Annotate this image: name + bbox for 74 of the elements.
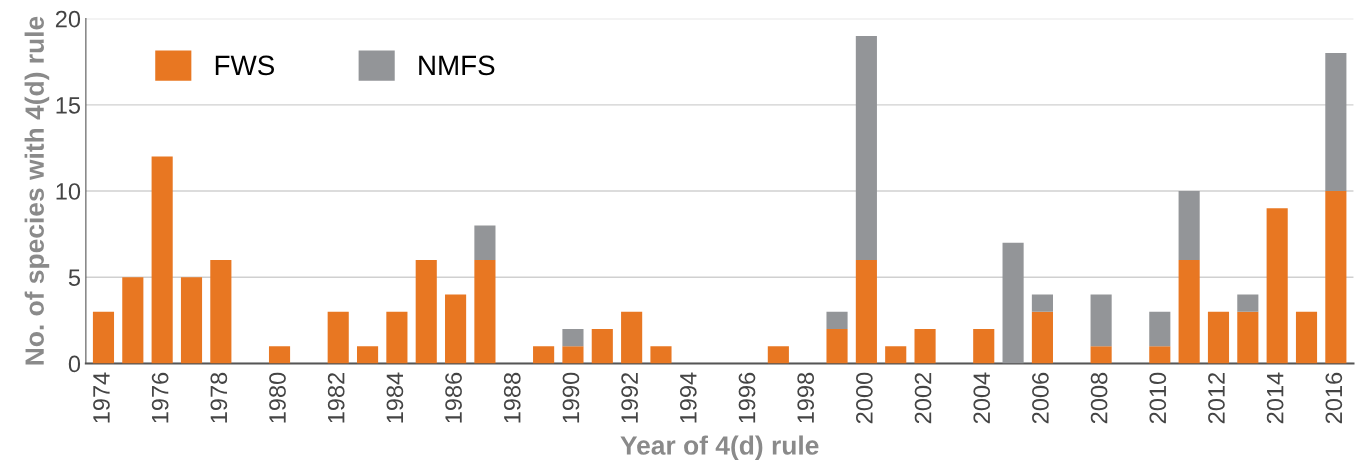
bar (1002, 242, 1024, 364)
bar (650, 346, 672, 364)
bar (210, 260, 232, 364)
x-tick-label: 1996 (738, 372, 756, 423)
bar (1237, 294, 1259, 312)
bar (562, 346, 584, 364)
x-tick-label: 1980 (269, 372, 286, 423)
bar (826, 311, 848, 329)
bar (268, 346, 291, 364)
y-tick-label: 15 (56, 97, 81, 114)
bar (1090, 294, 1112, 347)
y-tick-label: 10 (56, 183, 81, 200)
legend-label: FWS (215, 55, 275, 76)
bar (415, 260, 437, 364)
x-tick-label: 1986 (445, 372, 462, 423)
bar (151, 156, 173, 364)
x-axis-title: Year of 4(d) rule (620, 435, 819, 461)
bar (1325, 53, 1347, 192)
x-tick-label: 1974 (93, 372, 110, 423)
x-tick-label: 2014 (1266, 372, 1284, 424)
bar (885, 346, 907, 364)
x-tick-label: 2016 (1325, 372, 1343, 424)
x-tick-label: 2010 (1149, 372, 1167, 424)
bar (855, 35, 877, 261)
bar (1266, 208, 1288, 364)
bar (1295, 311, 1318, 364)
bar (1149, 311, 1171, 347)
bar (973, 329, 995, 364)
y-tick-label: 20 (55, 10, 81, 28)
x-tick-label: 2000 (855, 372, 873, 424)
bar (1090, 346, 1112, 364)
bar (327, 311, 349, 364)
x-tick-label: 1998 (797, 372, 815, 423)
bar (1178, 191, 1200, 261)
x-tick-label: 1982 (327, 372, 345, 423)
y-axis-title: No. of species with 4(d) rule (24, 16, 50, 365)
bar (474, 260, 496, 364)
bar (1207, 311, 1230, 364)
bar (1178, 260, 1200, 364)
y-tick-label: 0 (68, 355, 81, 373)
bar (445, 294, 467, 364)
x-tick-label: 2012 (1208, 372, 1225, 424)
x-tick-label: 2002 (914, 372, 932, 424)
x-tick-label: 1984 (386, 372, 404, 423)
bar (621, 311, 643, 364)
x-tick-label: 1992 (621, 372, 638, 423)
x-tick-label: 2008 (1090, 372, 1108, 424)
bar (180, 277, 203, 364)
bar (1237, 311, 1259, 364)
bar (1031, 311, 1053, 364)
bar (92, 311, 115, 364)
bar (1031, 294, 1053, 312)
bar (122, 277, 144, 364)
bar (914, 329, 936, 364)
bar (767, 346, 789, 364)
x-tick-label: 1978 (210, 372, 228, 423)
bar (591, 329, 613, 364)
x-tick-label: 2006 (1032, 372, 1049, 424)
bar (1149, 346, 1171, 364)
bar (1325, 191, 1347, 364)
bar (474, 225, 496, 261)
x-tick-label: 1988 (503, 372, 521, 423)
y-tick-label: 5 (68, 269, 81, 287)
x-tick-label: 2004 (973, 372, 991, 424)
bar (562, 329, 584, 347)
bar (826, 329, 848, 364)
x-tick-label: 1994 (679, 372, 697, 423)
bar (533, 346, 555, 364)
bar (356, 346, 379, 364)
legend-label: NMFS (419, 55, 495, 76)
bar (855, 260, 877, 364)
bar (386, 311, 408, 364)
x-tick-label: 1990 (562, 372, 580, 423)
x-tick-label: 1976 (151, 372, 169, 423)
